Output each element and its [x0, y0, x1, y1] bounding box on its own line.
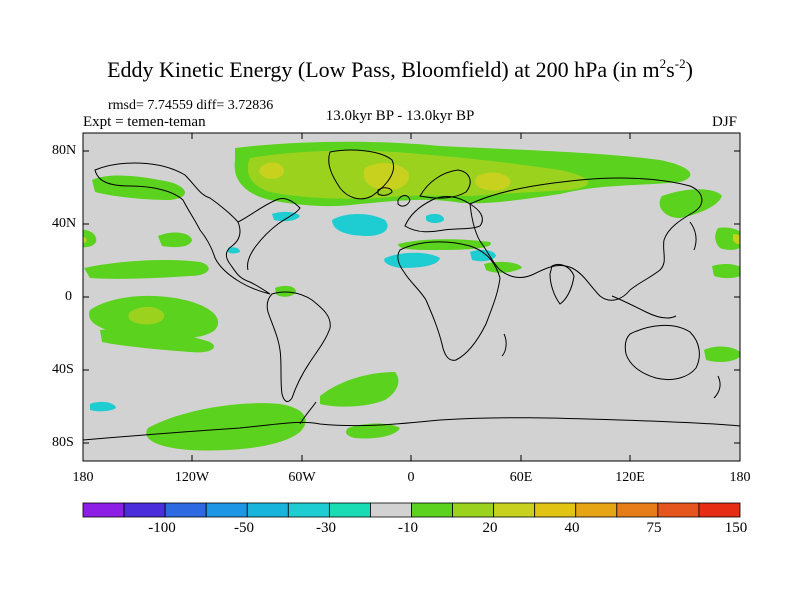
contour-eq-america	[275, 285, 296, 297]
lon-label-60e: 60E	[509, 470, 533, 485]
coastlines	[83, 149, 740, 441]
map-field	[83, 133, 740, 461]
contour-npacific	[92, 175, 185, 200]
coast-madagascar	[501, 333, 507, 357]
colorbar-swatch	[82, 502, 125, 518]
colorbar-swatch	[246, 502, 289, 518]
contour-south-atlantic	[320, 372, 399, 407]
coast-greenland	[328, 149, 394, 200]
contour-eq-cyan	[228, 247, 240, 254]
lon-label-0: 0	[407, 470, 415, 485]
coast-north-america	[94, 162, 271, 295]
contour-arctic-peak	[363, 163, 409, 190]
colorbar-label: -30	[316, 520, 336, 536]
colorbar-swatch	[370, 502, 412, 518]
colorbar	[82, 502, 741, 518]
contour-atlantic-cyan	[332, 214, 388, 236]
contour-nwpacific	[659, 189, 722, 218]
contour-east-edge-core	[83, 236, 87, 243]
contour-ind-ocean	[712, 264, 740, 279]
axis-ticks	[83, 133, 740, 461]
colorbar-label: 75	[646, 520, 662, 536]
contour-tropical-pacific-core	[128, 306, 165, 325]
colorbar-swatch	[205, 502, 248, 518]
colorbar-swatch	[657, 502, 700, 518]
chart-title: Eddy Kinetic Energy (Low Pass, Bloomfiel…	[107, 56, 693, 82]
contour-southern-pacific	[146, 403, 306, 451]
lon-label-60w: 60W	[288, 470, 316, 485]
colorbar-swatch	[328, 502, 371, 518]
colorbar-swatch	[164, 502, 207, 518]
contour-australia-east	[704, 346, 740, 362]
lon-label-180e: 180	[729, 470, 751, 485]
coast-india	[549, 263, 575, 305]
contour-west-pacific-edge	[715, 227, 740, 250]
lat-label-40n: 40N	[52, 216, 77, 231]
coast-scandinavia	[419, 169, 471, 199]
contour-arctic-peak-3	[259, 162, 284, 179]
experiment-label: Expt = temen-teman	[83, 114, 206, 130]
contour-west-pacific-core	[733, 234, 740, 245]
contour-sahara-green	[398, 239, 491, 250]
coast-asia	[469, 177, 703, 301]
coast-new-zealand	[713, 375, 721, 399]
colorbar-swatch	[493, 502, 536, 518]
coast-iceland	[377, 187, 393, 196]
colorbar-swatch	[575, 502, 618, 518]
coast-southeast-asia	[611, 295, 677, 319]
contour-antarctic-green	[346, 423, 400, 439]
colorbar-swatch	[123, 502, 166, 518]
colorbar-swatch	[452, 502, 495, 518]
colorbar-label: 150	[724, 520, 748, 536]
coast-south-america	[266, 291, 331, 402]
coast-british-isles	[397, 195, 411, 207]
colorbar-label: 40	[564, 520, 580, 536]
contour-arabia-green	[484, 261, 522, 273]
coast-north-america-east	[237, 197, 301, 271]
lat-label-40s: 40S	[52, 362, 74, 377]
colorbar-label: 20	[482, 520, 498, 536]
colorbar-label: -100	[148, 520, 176, 536]
colorbar-swatch	[616, 502, 659, 518]
stats-label: rmsd= 7.74559 diff= 3.72836	[108, 98, 274, 113]
coast-europe	[404, 196, 483, 233]
colorbar-swatch	[287, 502, 330, 518]
contour-pacific-20n	[84, 260, 209, 279]
coast-japan	[689, 221, 697, 251]
lon-label-120e: 120E	[615, 470, 645, 485]
period-label: 13.0kyr BP - 13.0kyr BP	[325, 108, 475, 124]
colorbar-label: -10	[398, 520, 418, 536]
contour-pacific-small	[158, 232, 192, 248]
lon-label-120w: 120W	[174, 470, 210, 485]
contour-south-cyan	[90, 401, 116, 412]
lat-label-eq: 0	[65, 289, 72, 304]
contour-arctic-peak-2	[475, 172, 511, 191]
contour-pacific-south	[100, 328, 214, 353]
coast-antarctica	[83, 417, 740, 441]
coast-australia	[624, 324, 700, 381]
colorbar-swatch	[411, 502, 453, 518]
contour-east-edge	[83, 229, 97, 248]
lat-label-80s: 80S	[52, 435, 74, 450]
colorbar-swatch	[698, 502, 741, 518]
season-label: DJF	[712, 114, 738, 130]
colorbar-label: -50	[234, 520, 254, 536]
lon-label-180w: 180	[72, 470, 94, 485]
colorbar-swatch	[534, 502, 577, 518]
lat-label-80n: 80N	[52, 143, 77, 158]
contour-mediterranean-cyan	[426, 213, 444, 223]
coast-africa	[397, 241, 501, 361]
coast-antarctic-peninsula	[299, 401, 317, 425]
